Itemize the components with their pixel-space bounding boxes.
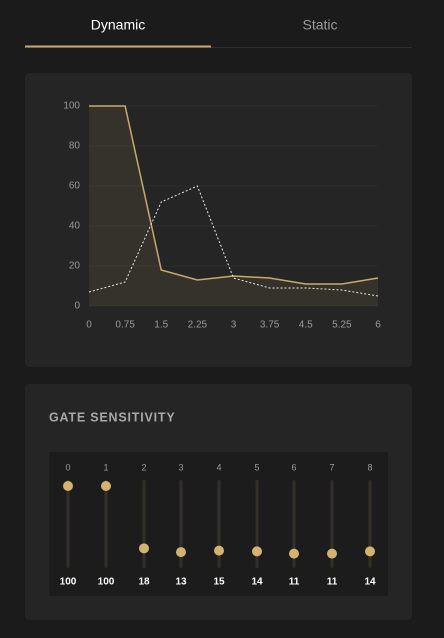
tab-static[interactable]: Static — [302, 17, 337, 33]
x-tick-label: 6 — [375, 320, 381, 331]
slider-knob[interactable] — [252, 546, 262, 557]
x-tick-label: 3.75 — [260, 320, 280, 331]
slider-knob[interactable] — [365, 546, 375, 557]
slider-track — [179, 480, 183, 568]
gate-index: 7 — [329, 462, 334, 472]
x-tick-label: 1.5 — [154, 320, 168, 331]
gate-index: 4 — [216, 462, 221, 472]
gate-index: 2 — [141, 462, 146, 472]
y-tick-label: 20 — [69, 261, 81, 272]
slider-track — [330, 480, 334, 568]
gate-index: 5 — [254, 462, 259, 472]
x-tick-label: 0 — [86, 320, 92, 331]
chart-card — [25, 73, 412, 367]
slider-track — [368, 480, 372, 568]
gate-value: 15 — [213, 577, 225, 588]
tab-dynamic[interactable]: Dynamic — [91, 17, 145, 33]
slider-track — [142, 480, 146, 568]
x-tick-label: 3 — [231, 320, 237, 331]
y-tick-label: 40 — [69, 221, 81, 232]
gate-value: 14 — [364, 577, 376, 588]
gate-value: 11 — [289, 577, 300, 588]
x-tick-label: 4.5 — [299, 320, 313, 331]
x-tick-label: 2.25 — [188, 320, 208, 331]
slider-track — [66, 480, 70, 568]
y-tick-label: 80 — [69, 141, 81, 152]
gate-index: 1 — [103, 462, 108, 472]
series-line — [88, 185, 379, 297]
series-line — [89, 105, 379, 285]
y-tick-label: 0 — [74, 301, 80, 312]
gate-index: 3 — [178, 462, 183, 472]
y-tick-label: 100 — [63, 101, 80, 112]
slider-track — [104, 480, 108, 568]
slider-track — [255, 480, 259, 568]
y-tick-label: 60 — [69, 181, 81, 192]
slider-knob[interactable] — [327, 548, 337, 559]
slider-track — [292, 480, 296, 568]
gate-value: 100 — [98, 577, 115, 588]
slider-knob[interactable] — [63, 481, 73, 491]
slider-knob[interactable] — [139, 543, 149, 554]
slider-knob[interactable] — [289, 548, 299, 559]
gate-value: 13 — [175, 577, 187, 588]
gate-index: 8 — [367, 462, 372, 472]
slider-knob[interactable] — [176, 547, 186, 558]
x-tick-label: 0.75 — [115, 320, 135, 331]
gate-value: 100 — [60, 577, 77, 588]
gate-title: GATE SENSITIVITY — [49, 410, 175, 424]
gate-value: 11 — [327, 577, 338, 588]
slider-knob[interactable] — [101, 481, 111, 491]
gate-value: 14 — [251, 577, 263, 588]
gate-value: 18 — [138, 577, 150, 588]
x-tick-label: 5.25 — [332, 320, 352, 331]
gate-index: 6 — [291, 462, 296, 472]
gate-index: 0 — [65, 462, 70, 472]
slider-knob[interactable] — [214, 545, 224, 556]
